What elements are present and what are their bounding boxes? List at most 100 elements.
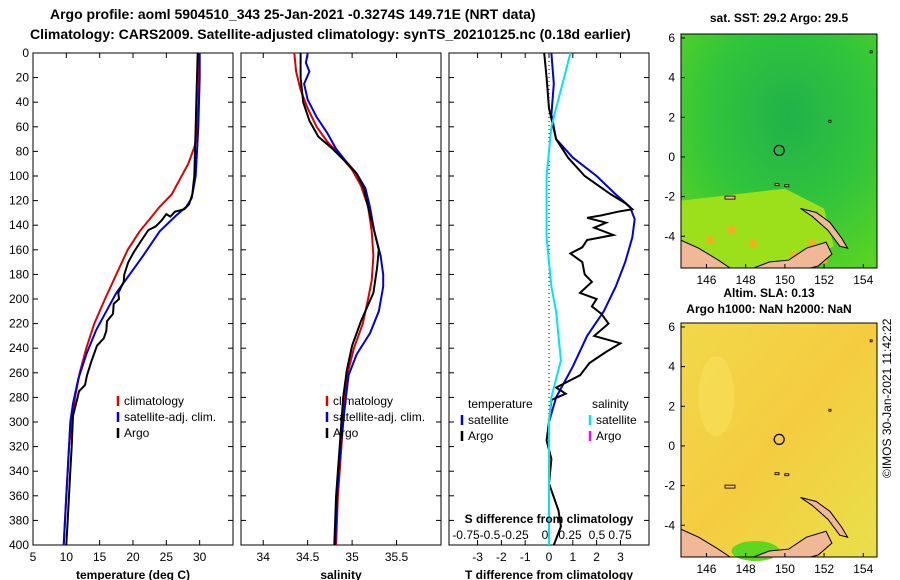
xtick-label: 10 (60, 550, 74, 564)
map-ytick-label: 2 (668, 110, 675, 124)
ytick-label: 0 (22, 46, 29, 60)
xtick-label: 34.5 (296, 550, 320, 564)
ytick-label: 180 (9, 267, 29, 281)
map-field (681, 323, 877, 557)
map-xtick-label: 152 (814, 273, 834, 287)
series-line-argo (299, 53, 380, 546)
map-title: sat. SST: 29.2 Argo: 29.5 (710, 11, 849, 25)
sla-region (698, 356, 735, 437)
map-xtick-label: 152 (814, 562, 834, 576)
land-mass (800, 497, 849, 538)
warm-pixel (808, 240, 816, 248)
xtick-label: -3 (472, 550, 483, 564)
xtick-label: 2 (593, 550, 600, 564)
ytick-label: 240 (9, 341, 29, 355)
map-ytick-label: 4 (668, 360, 675, 374)
map-ytick-label: -2 (664, 479, 675, 493)
salinity-scale-label: 0 (542, 528, 549, 542)
ytick-label: 260 (9, 366, 29, 380)
watermark: ©IMOS 30-Jan-2021 11:42:22 (880, 318, 894, 478)
legend-label: satellite-adj. clim. (333, 410, 425, 424)
xlabel-temperature: temperature (deg C) (76, 568, 190, 580)
xtick-label: 0 (546, 550, 553, 564)
xtick-label: 3 (617, 550, 624, 564)
panel-temperature: 0 20 40 60 80 100 120 140 160 180 200 220 240 260 280 3… (9, 46, 234, 580)
page-subtitle: Climatology: CARS2009. Satellite-adjuste… (30, 26, 631, 42)
legend-title-temperature: temperature (468, 397, 533, 411)
xtick-label: 30 (193, 550, 207, 564)
land-mass (753, 530, 833, 558)
ytick-label: 20 (16, 71, 30, 85)
xtick-label: 20 (126, 550, 140, 564)
panel-salinity: 34 34.5 35 35.5 salinity climatology satellite… (240, 52, 442, 580)
ytick-label: 220 (9, 317, 29, 331)
ytick-label: 160 (9, 243, 29, 257)
map-ytick-label: 0 (668, 439, 675, 453)
legend-label: climatology (333, 394, 393, 408)
xlabel-difference: T difference from climatology (465, 568, 633, 580)
land-mass (800, 208, 849, 249)
map-xtick-label: 154 (853, 273, 873, 287)
island (828, 119, 832, 123)
island (869, 339, 873, 343)
map-sst_map: 146 148 150 152 154 6 4 2 0 -2 -4 sat. SST: 29.2 Ar… (664, 11, 878, 287)
argo-location-marker (773, 433, 785, 446)
map-ytick-label: -4 (664, 229, 675, 243)
ytick-label: 380 (9, 513, 29, 527)
map-xtick-label: 148 (736, 562, 756, 576)
map-ytick-label: 0 (668, 150, 675, 164)
legend-label: satellite (468, 413, 509, 427)
warm-pixel (749, 240, 757, 248)
warm-pixel (706, 236, 714, 244)
map-frame (680, 322, 878, 558)
island (784, 184, 790, 188)
plot-frame-temperature (32, 52, 234, 546)
map-frame (680, 33, 878, 269)
ytick-label: 140 (9, 218, 29, 232)
ytick-label: 280 (9, 390, 29, 404)
xtick-label: 34 (257, 550, 271, 564)
ytick-label: 300 (9, 415, 29, 429)
legend-label: climatology (124, 394, 184, 408)
map-ytick-label: -4 (664, 518, 675, 532)
plot-frame-salinity (240, 52, 442, 546)
series-line-argo (65, 52, 199, 546)
map-title: Altim. SLA: 0.13 (723, 286, 815, 300)
salinity-scale-label: 0.25 (558, 528, 582, 542)
series-line-salinity-satellite (545, 52, 572, 545)
ytick-label: 200 (9, 292, 29, 306)
map-xtick-label: 150 (775, 562, 795, 576)
legend-label: Argo (333, 426, 359, 440)
salinity-scale-label: -0.25 (501, 528, 529, 542)
argo-location-marker (773, 144, 785, 157)
ytick-label: 120 (9, 194, 29, 208)
island (828, 408, 832, 412)
page-title: Argo profile: aoml 5904510_343 25-Jan-20… (50, 6, 536, 22)
xtick-label: 25 (160, 550, 174, 564)
legend-label: Argo (468, 429, 494, 443)
ytick-label: 340 (9, 464, 29, 478)
xtick-label: 1 (569, 550, 576, 564)
xtick-label: -1 (520, 550, 531, 564)
map-xtick-label: 148 (736, 273, 756, 287)
xtick-label: -2 (496, 550, 507, 564)
map-ytick-label: 4 (668, 71, 675, 85)
land-mass (753, 241, 833, 269)
island (784, 473, 790, 477)
ytick-label: 320 (9, 440, 29, 454)
map-xtick-label: 150 (775, 273, 795, 287)
legend-label: satellite-adj. clim. (124, 410, 216, 424)
ytick-label: 100 (9, 169, 29, 183)
island (869, 50, 873, 54)
ytick-label: 60 (16, 120, 30, 134)
map-ytick-label: 6 (668, 31, 675, 45)
salinity-scale-label: -0.75 (452, 528, 480, 542)
island (724, 484, 736, 489)
legend-label: satellite (596, 413, 637, 427)
legend-title-salinity: salinity (592, 397, 629, 411)
legend-label: Argo (124, 426, 150, 440)
warm-pixel (790, 252, 798, 260)
series-line-satellite-adj-clim- (303, 52, 385, 546)
map-ytick-label: 2 (668, 399, 675, 413)
